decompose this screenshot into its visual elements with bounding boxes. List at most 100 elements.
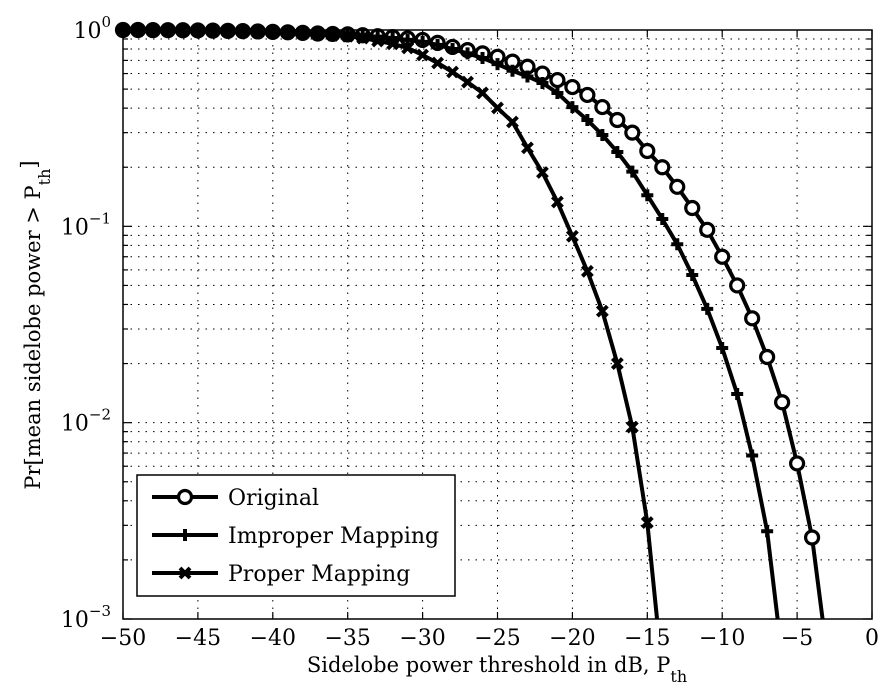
plus-marker-icon	[716, 342, 729, 355]
x-tick-label: 0	[865, 626, 879, 651]
x-tick-label: −50	[100, 626, 146, 651]
x-marker-icon	[551, 195, 564, 209]
x-tick-label: −10	[699, 626, 745, 651]
x-marker-icon	[236, 24, 250, 38]
x-marker-icon	[565, 229, 579, 243]
x-marker-icon	[640, 516, 654, 529]
plus-marker-icon	[536, 77, 549, 90]
x-marker-icon	[251, 25, 265, 39]
circle-marker-icon	[639, 142, 656, 160]
x-marker-icon	[536, 166, 549, 179]
circle-marker-icon	[699, 221, 716, 238]
circle-marker-icon	[624, 124, 641, 141]
plus-marker-icon	[731, 387, 744, 400]
plus-marker-icon	[521, 70, 534, 83]
plus-marker-icon	[701, 302, 714, 315]
legend: Original Improper Mapping Proper Mapping	[136, 474, 456, 597]
plus-marker-icon	[551, 86, 564, 99]
plot-series	[114, 21, 825, 620]
legend-label: Improper Mapping	[228, 524, 439, 549]
x-marker-icon	[521, 141, 534, 155]
circle-marker-icon	[669, 178, 686, 195]
x-marker-icon	[610, 357, 624, 370]
circle-marker-icon	[774, 394, 791, 411]
plus-marker-icon	[596, 128, 609, 141]
legend-item: Proper Mapping	[152, 562, 410, 587]
plus-marker-icon	[611, 146, 624, 159]
x-marker-icon	[446, 65, 459, 79]
x-marker-icon	[221, 24, 235, 38]
legend-item: Original	[152, 486, 319, 511]
plus-marker-icon	[746, 449, 759, 462]
circle-marker-icon	[729, 277, 746, 294]
circle-marker-icon	[788, 455, 806, 472]
legend-item: Improper Mapping	[152, 524, 439, 549]
axis-ticks	[122, 30, 873, 620]
plus-marker-icon	[416, 35, 429, 48]
circle-marker-icon	[564, 78, 581, 96]
x-tick-label: −20	[549, 626, 595, 651]
x-marker-icon	[326, 28, 340, 42]
plus-marker-icon	[641, 189, 654, 202]
x-marker-icon	[595, 304, 609, 318]
circle-marker-icon	[549, 71, 566, 89]
x-marker-icon	[461, 75, 474, 89]
legend-label: Original	[228, 486, 319, 511]
x-tick-label: −45	[175, 626, 221, 651]
plus-marker-icon	[581, 114, 594, 127]
x-axis-label: Sidelobe power threshold in dB, Pth	[307, 653, 687, 686]
x-tick-label: −30	[399, 626, 445, 651]
circle-marker-icon	[684, 199, 701, 217]
x-marker-icon	[386, 37, 400, 51]
x-marker-icon	[491, 101, 504, 115]
y-tick-labels: 100 10−1 10−2 10−3	[61, 13, 111, 633]
x-tick-label: −25	[474, 626, 520, 651]
x-marker-icon	[625, 420, 639, 434]
plus-marker-icon	[461, 47, 474, 60]
y-tick-label: 10−2	[61, 406, 111, 437]
circle-marker-icon	[594, 98, 611, 116]
plus-marker-icon	[491, 58, 504, 71]
plus-marker-icon	[671, 238, 684, 251]
x-marker-icon	[431, 56, 444, 70]
y-tick-label: 10−1	[61, 209, 111, 240]
y-axis-label: Pr[mean sidelobe power > Pth]	[17, 160, 54, 489]
circle-marker-icon	[803, 529, 821, 546]
y-tick-label: 10−3	[61, 602, 111, 633]
plus-marker-icon	[476, 52, 489, 65]
plus-marker-icon	[626, 165, 639, 178]
circle-marker-icon	[714, 248, 731, 265]
circle-marker-icon	[759, 348, 776, 366]
circle-marker-icon	[744, 310, 761, 327]
x-tick-label: −15	[624, 626, 670, 651]
circle-marker-icon	[654, 159, 671, 176]
x-marker-icon	[580, 264, 594, 278]
legend-label: Proper Mapping	[228, 562, 410, 587]
circle-marker-icon	[609, 111, 626, 129]
circle-marker-icon	[579, 86, 596, 104]
x-marker-icon	[311, 27, 325, 41]
x-marker-icon	[416, 48, 430, 62]
grid	[123, 30, 872, 619]
plus-marker-icon	[566, 101, 579, 114]
x-tick-label: −40	[250, 626, 296, 651]
plus-marker-icon	[446, 43, 459, 56]
plus-marker-icon	[431, 38, 444, 51]
x-marker-icon	[401, 41, 415, 55]
circle-marker-icon	[176, 488, 194, 506]
plus-marker-icon	[686, 269, 699, 282]
x-marker-icon	[476, 86, 489, 100]
x-tick-labels: −50 −45 −40 −35 −30 −25 −20 −15 −10 −5 0	[100, 626, 879, 651]
plus-marker-icon	[506, 64, 519, 77]
y-tick-label: 100	[73, 13, 111, 44]
x-tick-label: −35	[324, 626, 370, 651]
plus-marker-icon	[401, 33, 414, 46]
x-marker-icon	[371, 34, 385, 48]
x-tick-label: −5	[781, 626, 813, 651]
plus-marker-icon	[761, 525, 774, 538]
x-marker-icon	[506, 115, 519, 129]
x-marker-icon	[178, 566, 192, 580]
plus-marker-icon	[656, 212, 669, 225]
x-marker-icon	[356, 31, 370, 45]
